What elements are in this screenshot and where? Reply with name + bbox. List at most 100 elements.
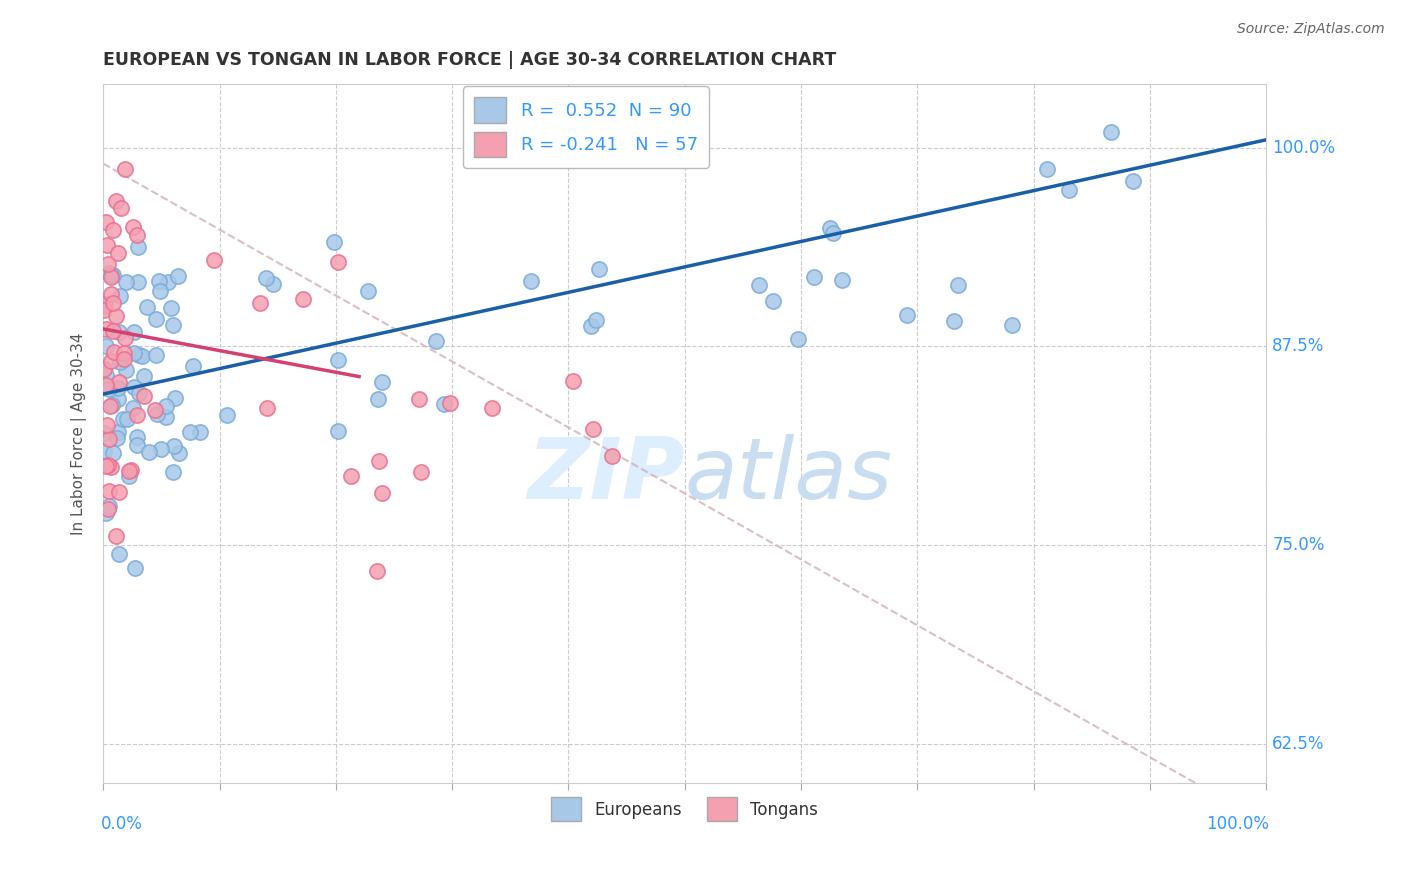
Point [256, 401, 278, 416]
Point [98, 500, 121, 514]
Point [762, 294, 785, 309]
Point [254, 271, 277, 285]
Point [107, 548, 129, 562]
Point [162, 465, 184, 479]
Point [127, 240, 149, 254]
Point [107, 485, 129, 500]
Point [127, 430, 149, 444]
Point [581, 318, 603, 333]
Text: 62.5%: 62.5% [1272, 735, 1324, 753]
Point [96, 418, 118, 433]
Point [163, 391, 186, 405]
Point [107, 425, 129, 439]
Text: EUROPEAN VS TONGAN IN LABOR FORCE | AGE 30-34 CORRELATION CHART: EUROPEAN VS TONGAN IN LABOR FORCE | AGE … [103, 51, 837, 69]
Point [103, 268, 125, 282]
Point [93, 299, 115, 313]
Point [748, 278, 770, 293]
Point [368, 454, 391, 468]
Point [94, 339, 117, 353]
Legend: Europeans, Tongans: Europeans, Tongans [544, 790, 825, 828]
Point [136, 300, 159, 314]
Point [367, 392, 389, 407]
Point [105, 194, 128, 208]
Point [93, 426, 115, 441]
Point [124, 379, 146, 393]
Point [946, 277, 969, 292]
Point [371, 486, 394, 500]
Text: 0.0%: 0.0% [101, 815, 143, 833]
Point [146, 407, 169, 421]
Point [121, 220, 143, 235]
Point [96, 368, 118, 383]
Point [108, 355, 131, 369]
Point [562, 374, 585, 388]
Point [108, 288, 131, 302]
Text: 87.5%: 87.5% [1272, 337, 1324, 355]
Point [114, 331, 136, 345]
Point [134, 389, 156, 403]
Point [127, 408, 149, 422]
Point [370, 376, 392, 390]
Point [439, 395, 461, 409]
Point [787, 332, 810, 346]
Point [145, 312, 167, 326]
Point [408, 392, 430, 407]
Point [600, 450, 623, 464]
Text: 100.0%: 100.0% [1205, 815, 1268, 833]
Point [128, 386, 150, 401]
Point [94, 459, 117, 474]
Y-axis label: In Labor Force | Age 30-34: In Labor Force | Age 30-34 [72, 333, 87, 535]
Point [190, 425, 212, 440]
Point [138, 444, 160, 458]
Point [94, 378, 117, 392]
Text: 75.0%: 75.0% [1272, 536, 1324, 554]
Point [366, 564, 388, 578]
Point [103, 295, 125, 310]
Point [1099, 125, 1122, 139]
Point [128, 348, 150, 362]
Point [100, 268, 122, 282]
Point [101, 446, 124, 460]
Point [357, 284, 380, 298]
Point [98, 399, 121, 413]
Text: atlas: atlas [685, 434, 893, 517]
Point [433, 397, 456, 411]
Text: 100.0%: 100.0% [1272, 138, 1336, 157]
Point [112, 352, 135, 367]
Point [120, 463, 142, 477]
Point [107, 381, 129, 395]
Point [131, 349, 153, 363]
Point [155, 400, 177, 414]
Point [104, 309, 127, 323]
Point [118, 469, 141, 483]
Point [292, 292, 315, 306]
Point [125, 228, 148, 243]
Point [149, 284, 172, 298]
Point [215, 409, 238, 423]
Point [97, 258, 120, 272]
Point [112, 346, 135, 360]
Text: Source: ZipAtlas.com: Source: ZipAtlas.com [1237, 22, 1385, 37]
Point [181, 359, 204, 373]
Point [100, 460, 122, 475]
Point [96, 506, 118, 520]
Point [163, 439, 186, 453]
Point [108, 375, 131, 389]
Point [326, 255, 349, 269]
Point [896, 308, 918, 322]
Point [100, 398, 122, 412]
Point [94, 322, 117, 336]
Point [107, 392, 129, 407]
Point [156, 275, 179, 289]
Point [97, 458, 120, 472]
Point [114, 161, 136, 176]
Point [127, 275, 149, 289]
Text: ZIP: ZIP [527, 434, 685, 517]
Point [114, 276, 136, 290]
Point [160, 301, 183, 316]
Point [100, 270, 122, 285]
Point [326, 352, 349, 367]
Point [114, 363, 136, 377]
Point [93, 444, 115, 458]
Point [96, 237, 118, 252]
